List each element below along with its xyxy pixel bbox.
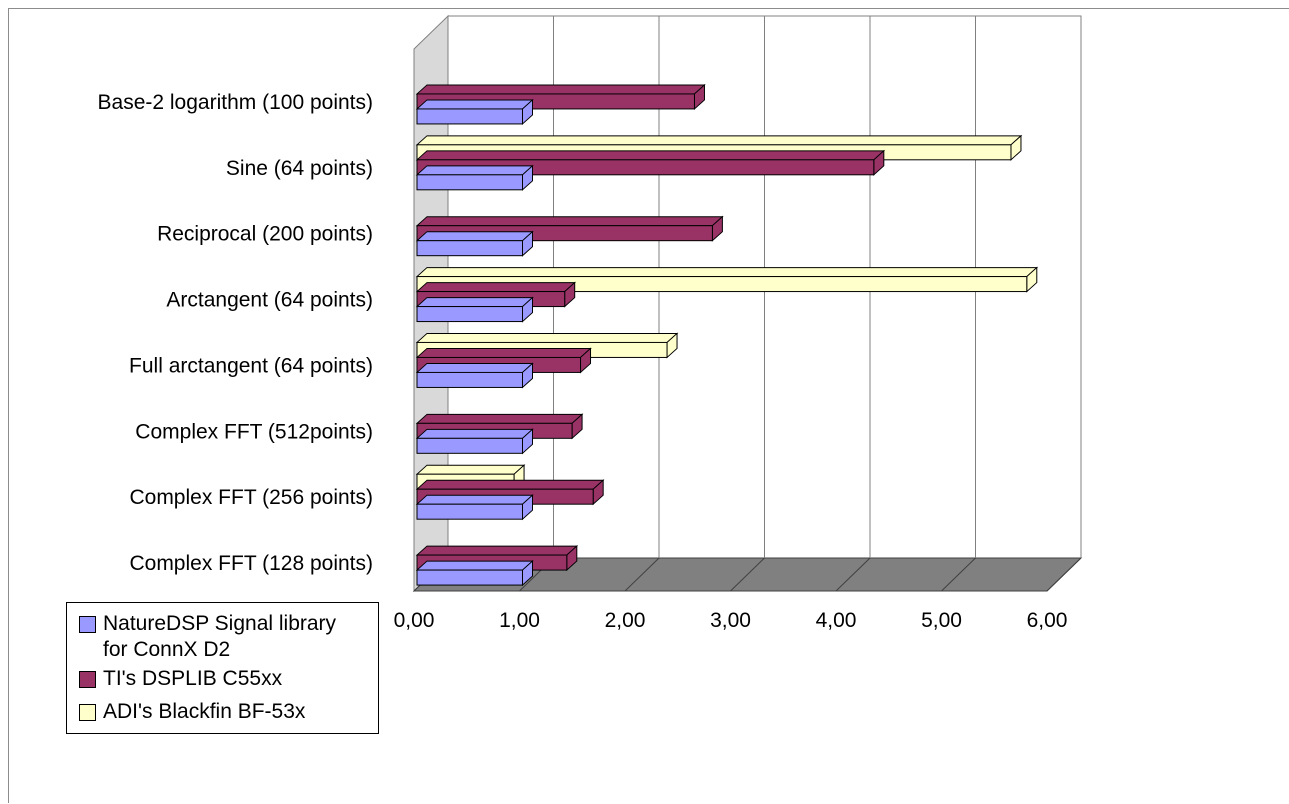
bars	[415, 83, 1039, 587]
bar-naturedsp-signal-library-for-connx-d2-base-2-logarithm-100-points	[415, 98, 534, 126]
bar-top-face	[415, 494, 534, 505]
bar-top-face	[415, 135, 1023, 146]
bar-front-face	[416, 108, 523, 125]
bar-top-face	[415, 347, 592, 358]
bar-top-face	[415, 84, 706, 95]
bar-top-face	[415, 413, 584, 424]
bar-front-face	[416, 503, 523, 520]
category-label-complex-fft-512points: Complex FFT (512points)	[135, 420, 373, 443]
chart-area: Base-2 logarithm (100 points) Sine (64 po…	[8, 8, 1289, 803]
x-tick-label: 4,00	[816, 609, 857, 632]
x-tick-label: 3,00	[710, 609, 751, 632]
bar-front-face	[416, 437, 523, 454]
bar-front-face	[416, 569, 523, 586]
bar-naturedsp-signal-library-for-connx-d2-full-arctangent-64-points	[415, 362, 534, 389]
category-label-complex-fft-256-points: Complex FFT (256 points)	[129, 486, 373, 509]
category-label-reciprocal-200-points: Reciprocal (200 points)	[157, 223, 373, 246]
bar-naturedsp-signal-library-for-connx-d2-complex-fft-128-points	[415, 559, 534, 587]
legend-label-naturedsp: NatureDSP Signal library for ConnX D2	[103, 612, 337, 661]
category-label-base-2-logarithm-100-points: Base-2 logarithm (100 points)	[98, 91, 373, 114]
legend-item-ti: TI's DSPLIB C55xx	[79, 666, 282, 692]
bar-naturedsp-signal-library-for-connx-d2-complex-fft-512points	[415, 428, 534, 455]
floor-gridline	[835, 557, 871, 592]
category-label-sine-64-points: Sine (64 points)	[226, 157, 373, 180]
x-tick-label: 1,00	[499, 609, 540, 632]
bar-top-face	[415, 332, 679, 343]
legend-label-ti: TI's DSPLIB C55xx	[103, 667, 283, 690]
bar-top-face	[415, 165, 534, 176]
bar-top-face	[415, 362, 534, 373]
bar-front-face	[416, 371, 523, 388]
bar-front-face	[416, 174, 523, 191]
legend-swatch-adi	[79, 704, 96, 721]
bar-top-face	[415, 464, 526, 475]
floor-gridline	[1046, 557, 1082, 592]
bar-top-face	[415, 99, 534, 110]
bar-top-face	[415, 150, 886, 161]
bar-top-face	[415, 231, 534, 242]
bar-top-face	[415, 479, 605, 490]
bar-front-face	[416, 240, 523, 257]
bar-top-face	[415, 282, 577, 293]
bar-naturedsp-signal-library-for-connx-d2-sine-64-points	[415, 164, 534, 191]
bar-top-face	[415, 267, 1039, 278]
bar-top-face	[415, 545, 579, 556]
x-tick-label: 5,00	[921, 609, 962, 632]
bar-front-face	[416, 306, 523, 323]
legend: NatureDSP Signal library for ConnX D2 TI…	[66, 602, 379, 734]
category-labels: Base-2 logarithm (100 points) Sine (64 po…	[98, 91, 373, 575]
legend-swatch-naturedsp	[79, 616, 96, 633]
bar-naturedsp-signal-library-for-connx-d2-reciprocal-200-points	[415, 230, 534, 257]
category-label-arctangent-64-points: Arctangent (64 points)	[166, 289, 373, 312]
legend-item-adi: ADI's Blackfin BF-53x	[79, 699, 305, 725]
legend-item-naturedsp: NatureDSP Signal library for ConnX D2	[79, 611, 353, 663]
bar-naturedsp-signal-library-for-connx-d2-complex-fft-256-points	[415, 494, 534, 521]
floor-gridline	[941, 557, 976, 592]
bar-top-face	[415, 297, 534, 308]
floor-gridline	[730, 557, 765, 592]
x-tick-label: 2,00	[605, 609, 646, 632]
bar-top-face	[415, 428, 534, 439]
x-tick-label: 6,00	[1027, 609, 1068, 632]
category-label-complex-fft-128-points: Complex FFT (128 points)	[129, 552, 373, 575]
category-label-full-arctangent-64-points: Full arctangent (64 points)	[129, 354, 373, 377]
bar-chart: Base-2 logarithm (100 points) Sine (64 po…	[98, 14, 1083, 632]
bar-top-face	[415, 560, 534, 571]
floor-gridline	[624, 557, 660, 592]
x-tick-label: 0,00	[394, 609, 435, 632]
bar-top-face	[415, 216, 724, 227]
x-axis-ticks: 0,00 1,00 2,00 3,00 4,00 5,00 6,00	[394, 609, 1068, 632]
legend-swatch-ti	[79, 671, 96, 688]
legend-label-adi: ADI's Blackfin BF-53x	[103, 700, 306, 723]
bar-naturedsp-signal-library-for-connx-d2-arctangent-64-points	[415, 296, 534, 323]
